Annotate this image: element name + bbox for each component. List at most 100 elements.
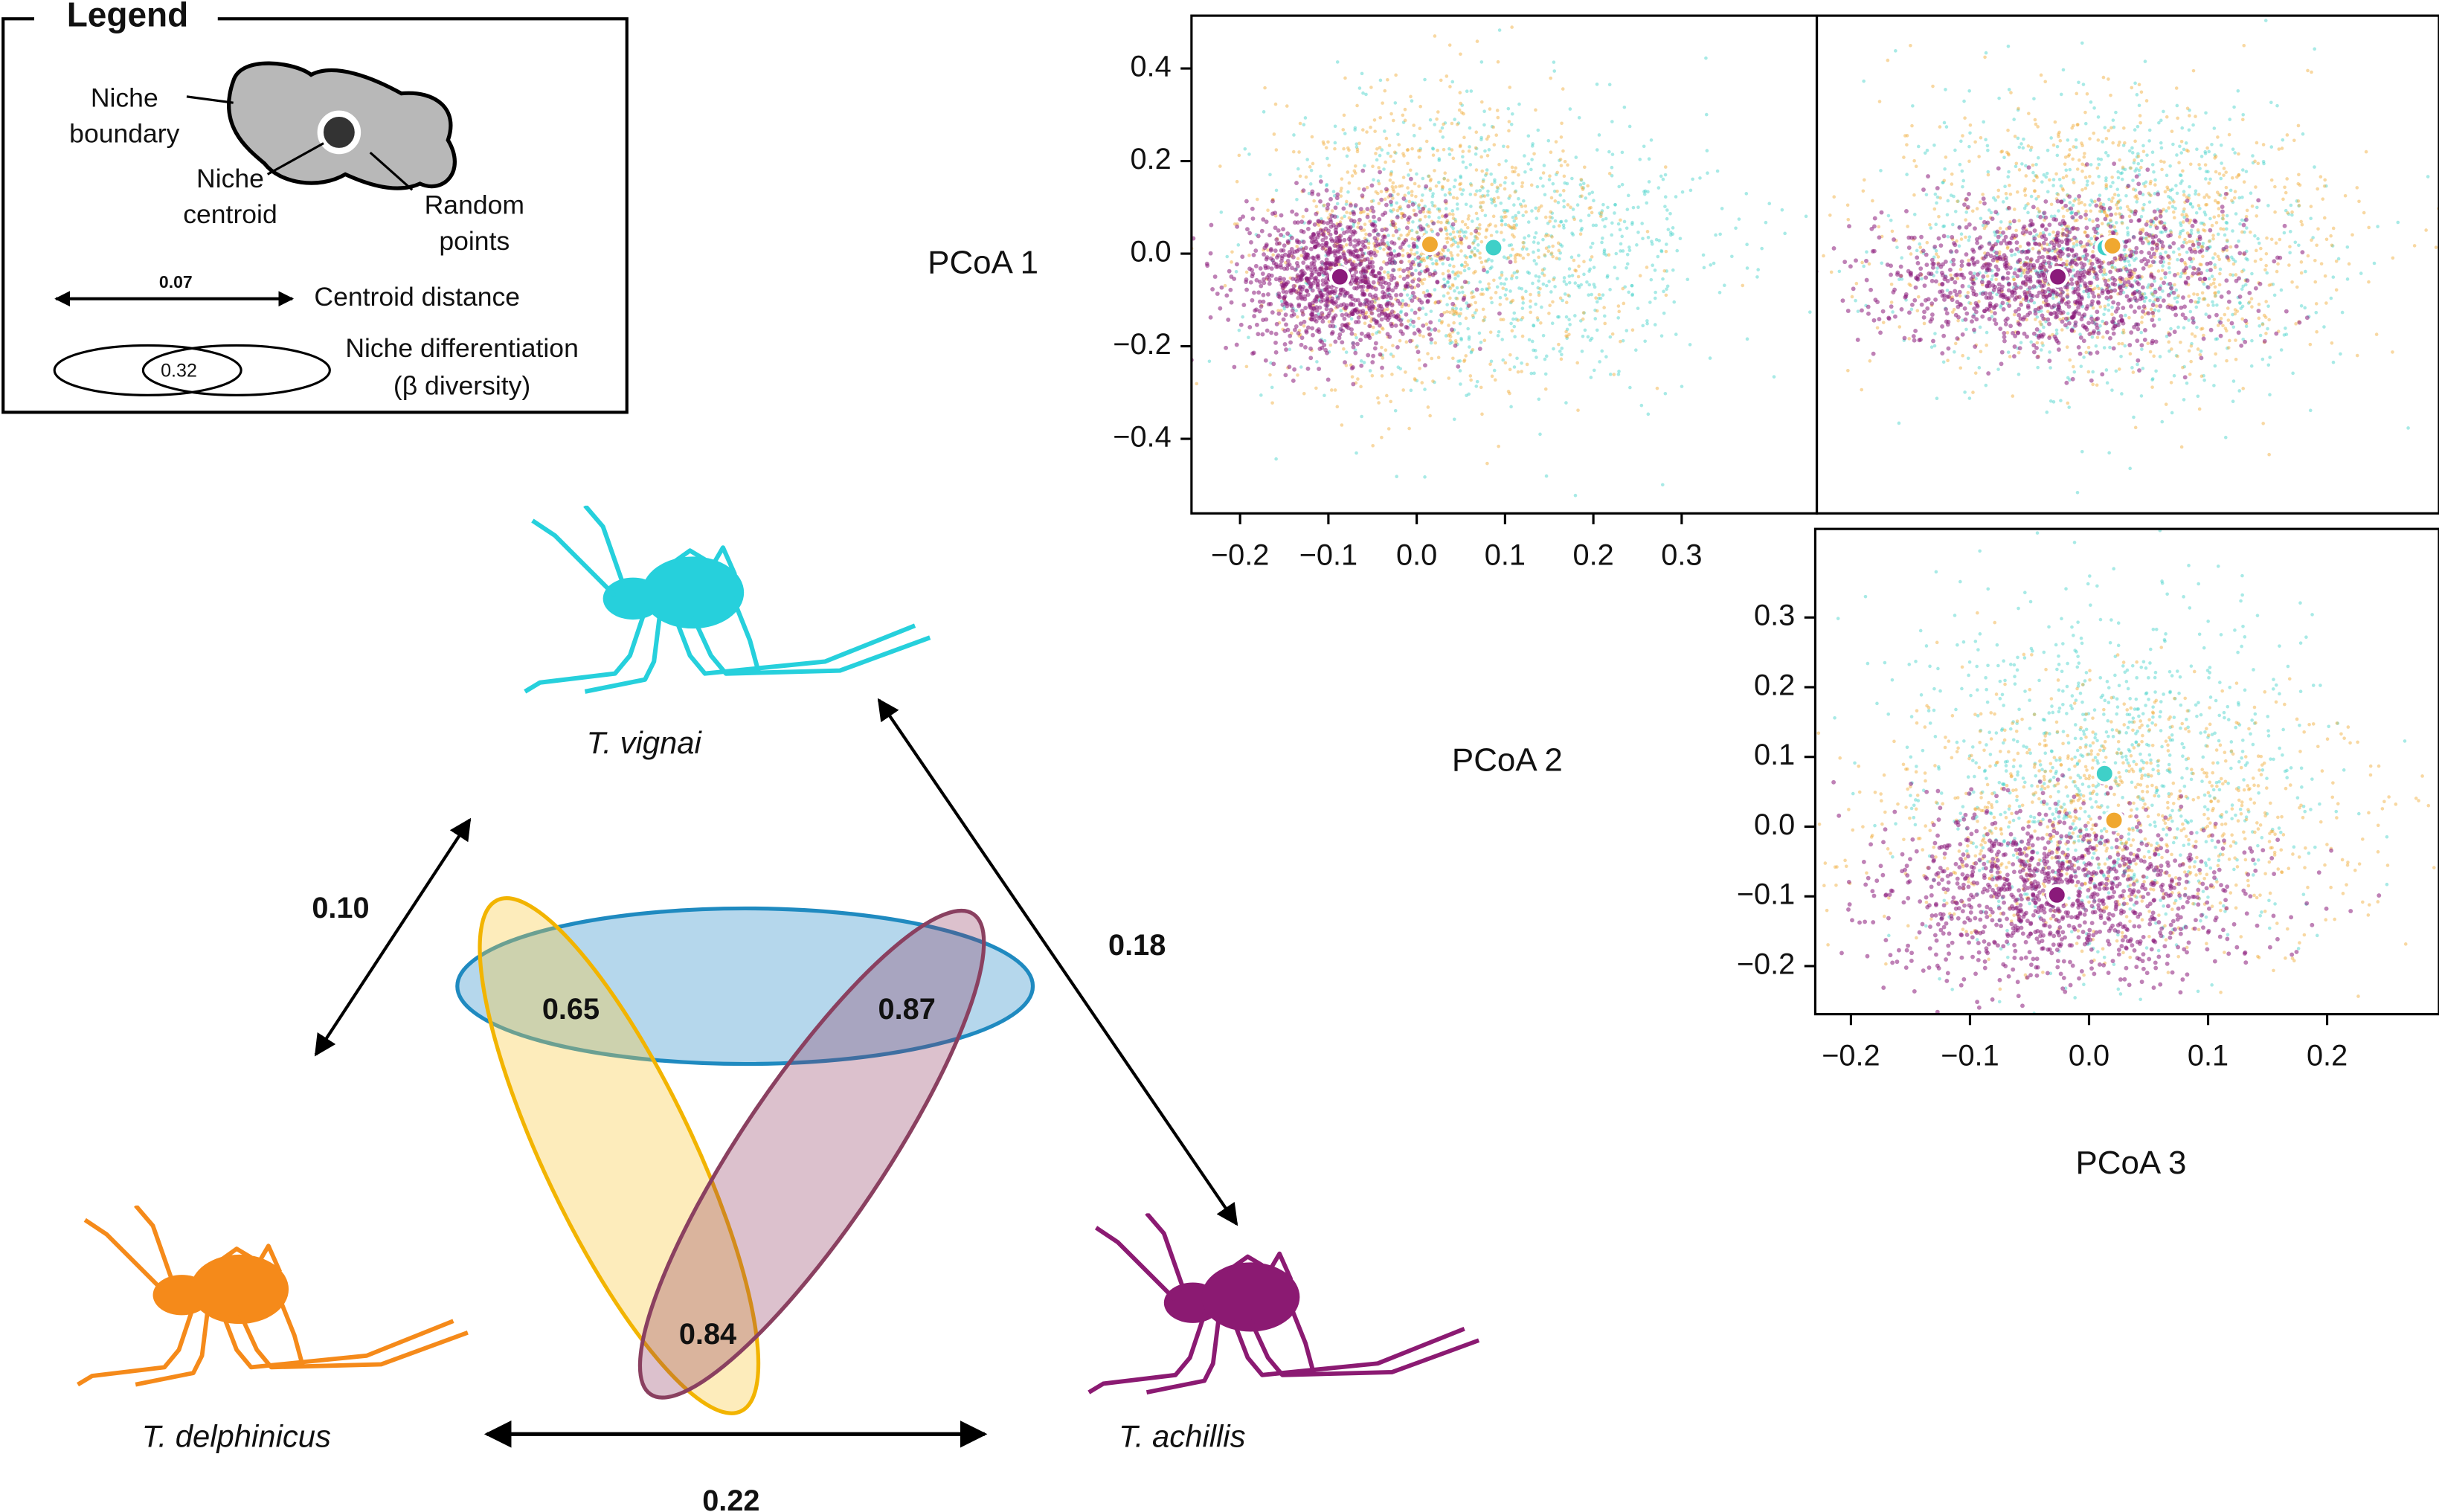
cloud-point — [1302, 391, 1306, 396]
cloud-point — [1436, 207, 1440, 211]
cloud-point — [1581, 317, 1585, 321]
cloud-point — [1458, 187, 1462, 191]
cloud-point — [2188, 202, 2193, 206]
scatter-panel: −0.2 −0.1 0.0 0.1 0.2 0.3−0.4−0.20.00.20.4 — [1113, 14, 1819, 571]
cloud-point — [2023, 268, 2028, 272]
cloud-point — [2241, 387, 2246, 390]
cloud-point — [1850, 295, 1854, 299]
cloud-point — [1282, 294, 1288, 299]
cloud-point — [2202, 222, 2206, 227]
cloud-point — [1496, 59, 1500, 64]
cloud-point — [1303, 116, 1308, 120]
cloud-point — [2089, 259, 2092, 263]
cloud-point — [1248, 280, 1253, 285]
cloud-point — [2204, 312, 2208, 316]
cloud-point — [1998, 326, 2003, 331]
cloud-point — [2066, 321, 2072, 326]
cloud-point — [2213, 263, 2217, 267]
cloud-point — [1360, 414, 1363, 419]
cloud-point — [1288, 340, 1293, 345]
cloud-point — [1599, 213, 1603, 216]
cloud-point — [2118, 212, 2121, 216]
cloud-point — [1424, 139, 1429, 144]
cloud-point — [1663, 165, 1668, 169]
cloud-point — [2224, 220, 2228, 225]
cloud-point — [1373, 341, 1378, 346]
cloud-point — [1929, 226, 1933, 230]
cloud-point — [2086, 179, 2089, 184]
cloud-point — [1678, 237, 1683, 241]
cloud-point — [2175, 153, 2179, 157]
cloud-point — [1333, 124, 1337, 129]
cloud-point — [1511, 247, 1514, 251]
cloud-point — [1350, 174, 1355, 178]
cloud-point — [1448, 296, 1452, 300]
cloud-point — [1459, 307, 1463, 311]
cloud-point — [1577, 286, 1581, 289]
cloud-point — [2114, 110, 2118, 115]
cloud-point — [2214, 155, 2218, 158]
cloud-point — [1504, 159, 1508, 163]
cloud-point — [2017, 346, 2022, 351]
cloud-point — [1325, 313, 1331, 318]
cloud-point — [2218, 267, 2223, 271]
cloud-point — [2249, 297, 2254, 300]
cloud-point — [1273, 277, 1279, 282]
cloud-point — [1401, 388, 1405, 392]
cloud-point — [1645, 201, 1649, 205]
cloud-point — [2171, 210, 2176, 214]
cloud-point — [1616, 222, 1621, 226]
cloud-point — [1891, 310, 1895, 314]
cloud-point — [2072, 199, 2076, 203]
cloud-point — [2085, 242, 2090, 247]
cloud-point — [1329, 238, 1334, 243]
y-tick-label: 0.2 — [1130, 143, 1171, 176]
cloud-point — [1370, 332, 1375, 337]
cloud-point — [1581, 181, 1586, 186]
cloud-point — [1445, 220, 1449, 225]
cloud-point — [2214, 294, 2218, 297]
cloud-point — [2098, 209, 2102, 213]
cloud-point — [1223, 283, 1227, 288]
cloud-point — [2345, 277, 2350, 281]
cloud-point — [2182, 326, 2186, 330]
cloud-point — [1323, 393, 1326, 398]
cloud-point — [1860, 308, 1864, 313]
cloud-point — [1608, 288, 1612, 292]
cloud-point — [1597, 292, 1601, 297]
cloud-point — [1443, 193, 1447, 197]
cloud-point — [1405, 266, 1410, 271]
cloud-point — [1669, 233, 1673, 237]
cloud-point — [2187, 318, 2191, 322]
legend-text: 0.07 — [159, 272, 193, 292]
cloud-point — [2197, 204, 2201, 208]
cloud-point — [2139, 165, 2143, 170]
cloud-point — [1959, 139, 1963, 144]
cloud-point — [1552, 189, 1557, 193]
cloud-point — [1273, 102, 1278, 106]
cloud-point — [2154, 242, 2159, 248]
cloud-point — [1359, 385, 1363, 389]
cloud-point — [1932, 207, 1937, 211]
cloud-point — [2170, 198, 2175, 202]
cloud-point — [1489, 172, 1493, 176]
cloud-point — [2024, 174, 2028, 178]
cloud-point — [2080, 169, 2084, 173]
cloud-point — [1359, 359, 1363, 363]
cloud-point — [2014, 267, 2017, 271]
cloud-point — [2072, 145, 2076, 149]
cloud-point — [1413, 377, 1417, 381]
cloud-point — [2144, 295, 2147, 300]
cloud-point — [1511, 226, 1516, 230]
cloud-point — [1608, 335, 1613, 339]
cloud-point — [2188, 373, 2192, 376]
cloud-point — [1897, 277, 1901, 282]
cloud-point — [2213, 153, 2217, 157]
cloud-point — [1625, 208, 1630, 211]
y-tick-label: 0.0 — [1130, 236, 1171, 268]
cloud-point — [2225, 238, 2229, 242]
cloud-point — [2101, 202, 2106, 207]
cloud-point — [1388, 193, 1393, 198]
cloud-point — [1273, 248, 1278, 253]
cloud-point — [1502, 255, 1506, 259]
